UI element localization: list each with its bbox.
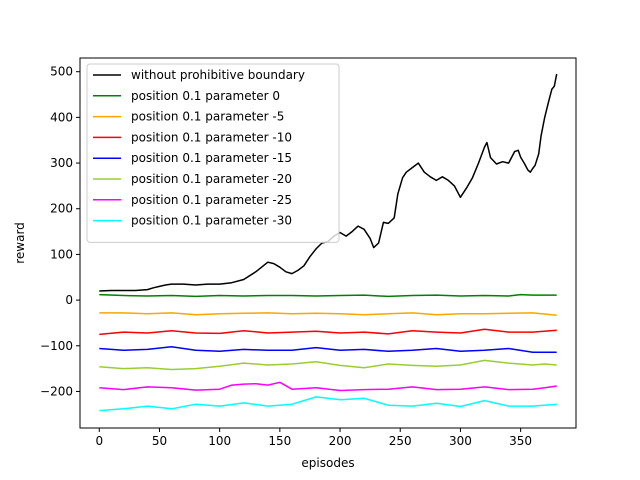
x-tick-label: 200 (329, 434, 352, 448)
y-tick-label: −100 (40, 339, 73, 353)
x-tick-label: 50 (152, 434, 167, 448)
legend-label: without prohibitive boundary (131, 68, 305, 82)
series-line-6 (99, 381, 557, 392)
x-axis-label: episodes (301, 456, 354, 470)
y-tick-label: 400 (50, 110, 73, 124)
legend-box (86, 63, 340, 243)
y-axis-label: reward (13, 222, 27, 264)
series-line-2 (99, 312, 557, 316)
series-line-0 (99, 73, 558, 292)
y-tick-label: −200 (40, 384, 73, 398)
y-tick-label: 300 (50, 156, 73, 170)
x-axis: 0 50 100 150 200 250 300 350 (95, 428, 532, 448)
x-tick-label: 100 (208, 434, 231, 448)
legend: without prohibitive boundary position 0.1… (86, 63, 340, 243)
series-line-1 (99, 293, 557, 298)
x-tick-label: 350 (509, 434, 532, 448)
legend-label: position 0.1 parameter -10 (131, 130, 292, 144)
legend-label: position 0.1 parameter -5 (131, 110, 284, 124)
x-tick-label: 0 (95, 434, 103, 448)
series-line-5 (99, 359, 557, 371)
x-tick-label: 300 (449, 434, 472, 448)
legend-label: position 0.1 parameter -20 (131, 172, 292, 186)
series-line-4 (99, 345, 557, 353)
series-line-7 (99, 396, 557, 412)
legend-label: position 0.1 parameter 0 (131, 89, 280, 103)
legend-label: position 0.1 parameter -25 (131, 193, 292, 207)
y-tick-label: 100 (50, 247, 73, 261)
legend-label: position 0.1 parameter -15 (131, 151, 292, 165)
y-tick-label: 500 (50, 65, 73, 79)
x-tick-label: 250 (389, 434, 412, 448)
series-layer (99, 73, 558, 412)
y-tick-label: 200 (50, 202, 73, 216)
y-axis: −200 −100 0 100 200 300 400 500 (40, 65, 80, 398)
legend-label: position 0.1 parameter -30 (131, 214, 292, 228)
x-tick-label: 150 (268, 434, 291, 448)
series-line-3 (99, 328, 557, 336)
y-tick-label: 0 (65, 293, 73, 307)
plot-area-frame (79, 57, 577, 429)
